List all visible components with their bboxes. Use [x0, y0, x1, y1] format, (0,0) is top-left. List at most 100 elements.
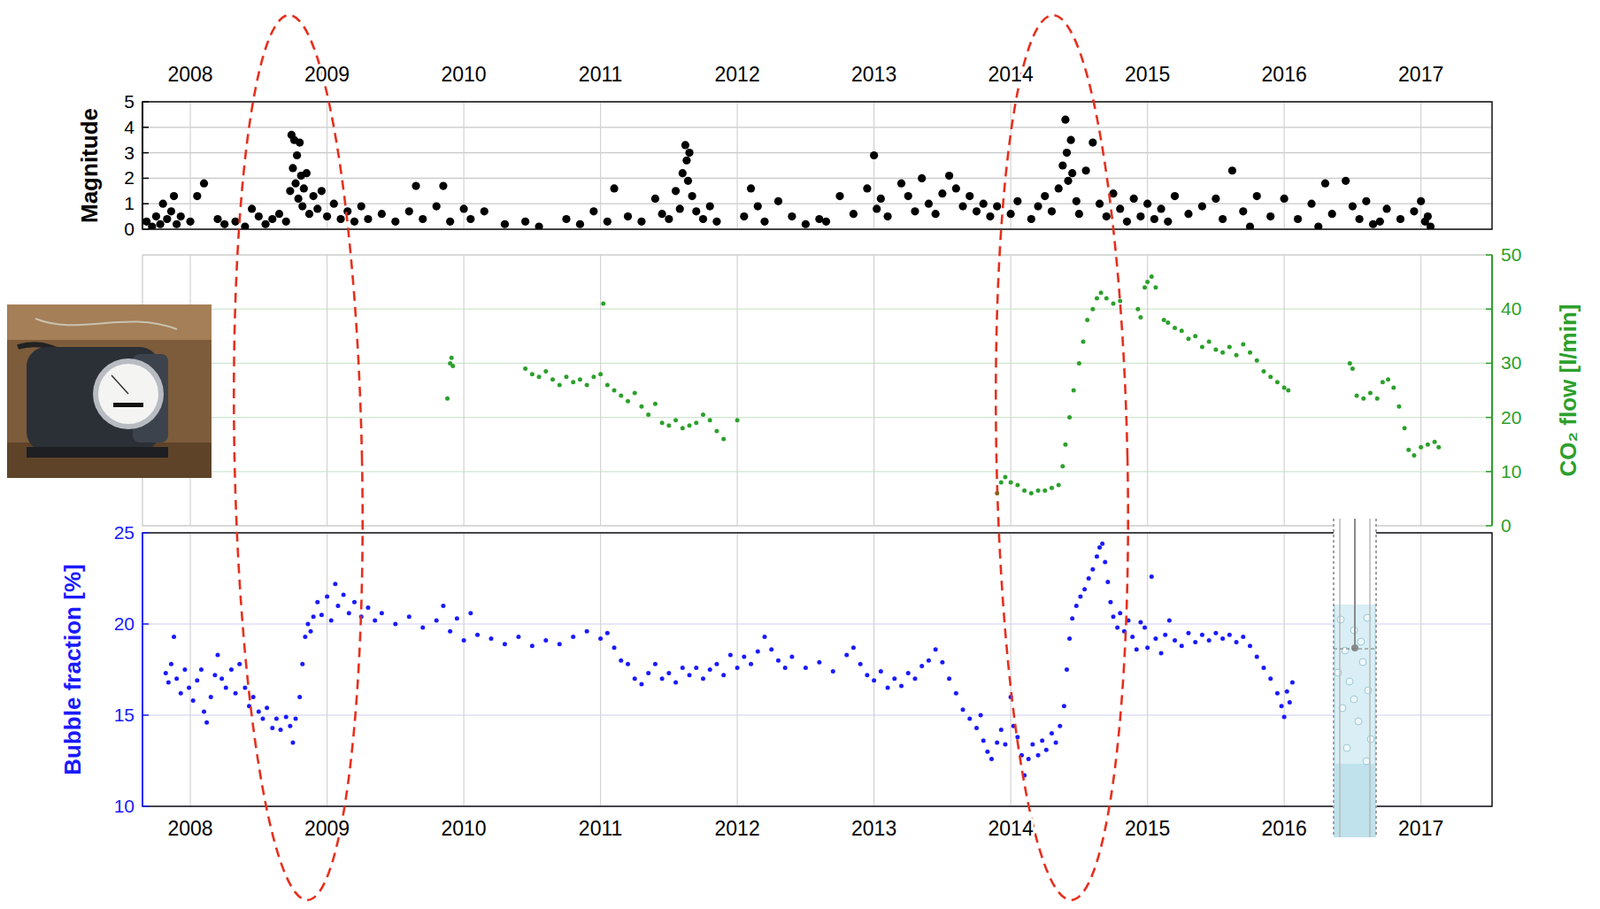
data-point: [182, 667, 187, 672]
data-point: [598, 636, 603, 641]
data-point: [311, 614, 316, 619]
data-point: [1086, 576, 1092, 581]
data-point: [1115, 204, 1124, 213]
data-point: [357, 201, 366, 210]
data-point: [651, 194, 660, 203]
data-point: [660, 676, 665, 681]
data-point: [712, 217, 721, 226]
data-point: [1104, 295, 1109, 300]
tick-label: 2013: [851, 816, 897, 840]
data-point: [1341, 176, 1350, 185]
data-point: [1432, 439, 1438, 445]
tick-mark: [142, 177, 149, 180]
data-point: [603, 217, 612, 226]
data-point: [1213, 630, 1218, 636]
tick-label: 0: [1500, 515, 1512, 536]
data-point: [1094, 553, 1100, 559]
data-point: [769, 646, 774, 652]
data-point: [653, 661, 658, 667]
tick-mark: [142, 228, 149, 231]
data-point: [159, 200, 168, 208]
data-point: [1094, 295, 1100, 300]
data-point: [803, 665, 808, 670]
data-point: [680, 425, 685, 431]
data-point: [557, 382, 562, 387]
data-point: [739, 212, 748, 221]
data-point: [851, 645, 856, 650]
tick-label: 2010: [441, 62, 487, 86]
data-point: [543, 638, 548, 643]
tick-mark: [1485, 524, 1493, 527]
data-point: [534, 223, 543, 230]
data-point: [1253, 192, 1262, 200]
data-point: [1097, 545, 1102, 550]
data-point: [377, 209, 386, 218]
data-point: [664, 215, 673, 224]
data-point: [1068, 169, 1077, 177]
data-point: [407, 614, 412, 619]
data-point: [204, 720, 209, 725]
tick-label: 4: [123, 116, 135, 138]
data-point: [561, 215, 570, 224]
tick-label: 2012: [715, 62, 761, 86]
data-point: [1149, 574, 1154, 579]
data-point: [302, 169, 311, 177]
y-axis-line: [141, 532, 144, 807]
data-point: [822, 217, 831, 226]
data-point: [372, 617, 377, 623]
data-point: [192, 192, 201, 200]
data-point: [1361, 396, 1366, 401]
data-point: [454, 615, 460, 621]
data-point: [600, 301, 606, 307]
data-point: [1033, 201, 1042, 210]
figure: 0123452008200920102011201220132014201520…: [0, 0, 1600, 909]
tick-label: 30: [1500, 352, 1522, 373]
data-point: [167, 207, 176, 216]
data-point: [264, 705, 270, 710]
data-point: [721, 437, 726, 442]
data-point: [1234, 353, 1239, 358]
data-point: [958, 201, 967, 210]
tick-label: 2: [123, 167, 135, 188]
data-point: [1007, 209, 1016, 218]
data-point: [692, 207, 700, 216]
data-point: [1105, 579, 1110, 585]
photo-gauge-needle: [111, 375, 129, 394]
data-point: [1111, 301, 1116, 307]
data-point: [445, 396, 450, 401]
data-point: [658, 209, 667, 218]
data-point: [1069, 615, 1075, 621]
data-point: [350, 217, 359, 226]
column-bubble: [1350, 695, 1358, 703]
data-point: [1026, 756, 1031, 762]
tick-label: 20: [114, 613, 135, 634]
tick-label: 2017: [1398, 62, 1444, 86]
data-point: [680, 665, 685, 670]
data-point: [1111, 614, 1116, 619]
tick-mark: [142, 623, 149, 625]
data-point: [201, 708, 207, 714]
data-point: [256, 708, 262, 714]
data-point: [215, 653, 220, 658]
data-point: [1102, 559, 1108, 564]
data-point: [300, 184, 308, 193]
data-point: [363, 215, 372, 224]
data-point: [1396, 215, 1405, 224]
data-point: [1200, 345, 1205, 350]
data-point: [298, 201, 307, 210]
tick-label: 5: [123, 91, 135, 112]
data-point: [162, 215, 171, 224]
data-point: [1369, 220, 1377, 229]
data-point: [1062, 148, 1071, 157]
data-point: [1130, 634, 1135, 639]
data-point: [673, 679, 678, 685]
data-point: [1067, 136, 1076, 145]
data-point: [1266, 212, 1275, 221]
data-point: [315, 600, 320, 605]
data-point: [1047, 207, 1056, 216]
data-point: [163, 670, 169, 676]
data-point: [774, 197, 783, 206]
data-point: [240, 223, 249, 230]
data-point: [1240, 341, 1246, 347]
data-point: [174, 676, 179, 681]
